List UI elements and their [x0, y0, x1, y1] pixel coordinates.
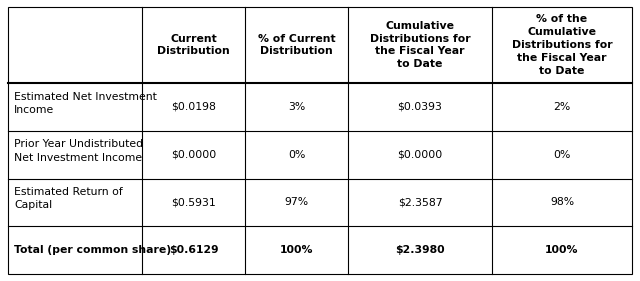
- Text: Prior Year Undistributed
Net Investment Income: Prior Year Undistributed Net Investment …: [14, 139, 143, 163]
- Text: $0.6129: $0.6129: [169, 245, 218, 255]
- Text: Cumulative
Distributions for
the Fiscal Year
to Date: Cumulative Distributions for the Fiscal …: [370, 21, 470, 69]
- Text: 2%: 2%: [554, 102, 571, 112]
- Text: $0.0198: $0.0198: [171, 102, 216, 112]
- Text: Current
Distribution: Current Distribution: [157, 34, 230, 56]
- Text: 3%: 3%: [288, 102, 305, 112]
- Text: 97%: 97%: [285, 197, 308, 207]
- Text: Estimated Net Investment
Income: Estimated Net Investment Income: [14, 92, 157, 115]
- Text: $0.0393: $0.0393: [397, 102, 442, 112]
- Text: 100%: 100%: [545, 245, 579, 255]
- Text: Estimated Return of
Capital: Estimated Return of Capital: [14, 187, 123, 210]
- Text: $0.0000: $0.0000: [171, 150, 216, 160]
- Text: 100%: 100%: [280, 245, 314, 255]
- Text: 98%: 98%: [550, 197, 574, 207]
- Text: % of the
Cumulative
Distributions for
the Fiscal Year
to Date: % of the Cumulative Distributions for th…: [512, 14, 612, 76]
- Text: % of Current
Distribution: % of Current Distribution: [258, 34, 335, 56]
- Text: $2.3980: $2.3980: [395, 245, 445, 255]
- Text: $2.3587: $2.3587: [397, 197, 442, 207]
- Text: 0%: 0%: [288, 150, 305, 160]
- Text: $0.0000: $0.0000: [397, 150, 443, 160]
- Text: Total (per common share): Total (per common share): [14, 245, 172, 255]
- Text: 0%: 0%: [554, 150, 571, 160]
- Text: $0.5931: $0.5931: [171, 197, 216, 207]
